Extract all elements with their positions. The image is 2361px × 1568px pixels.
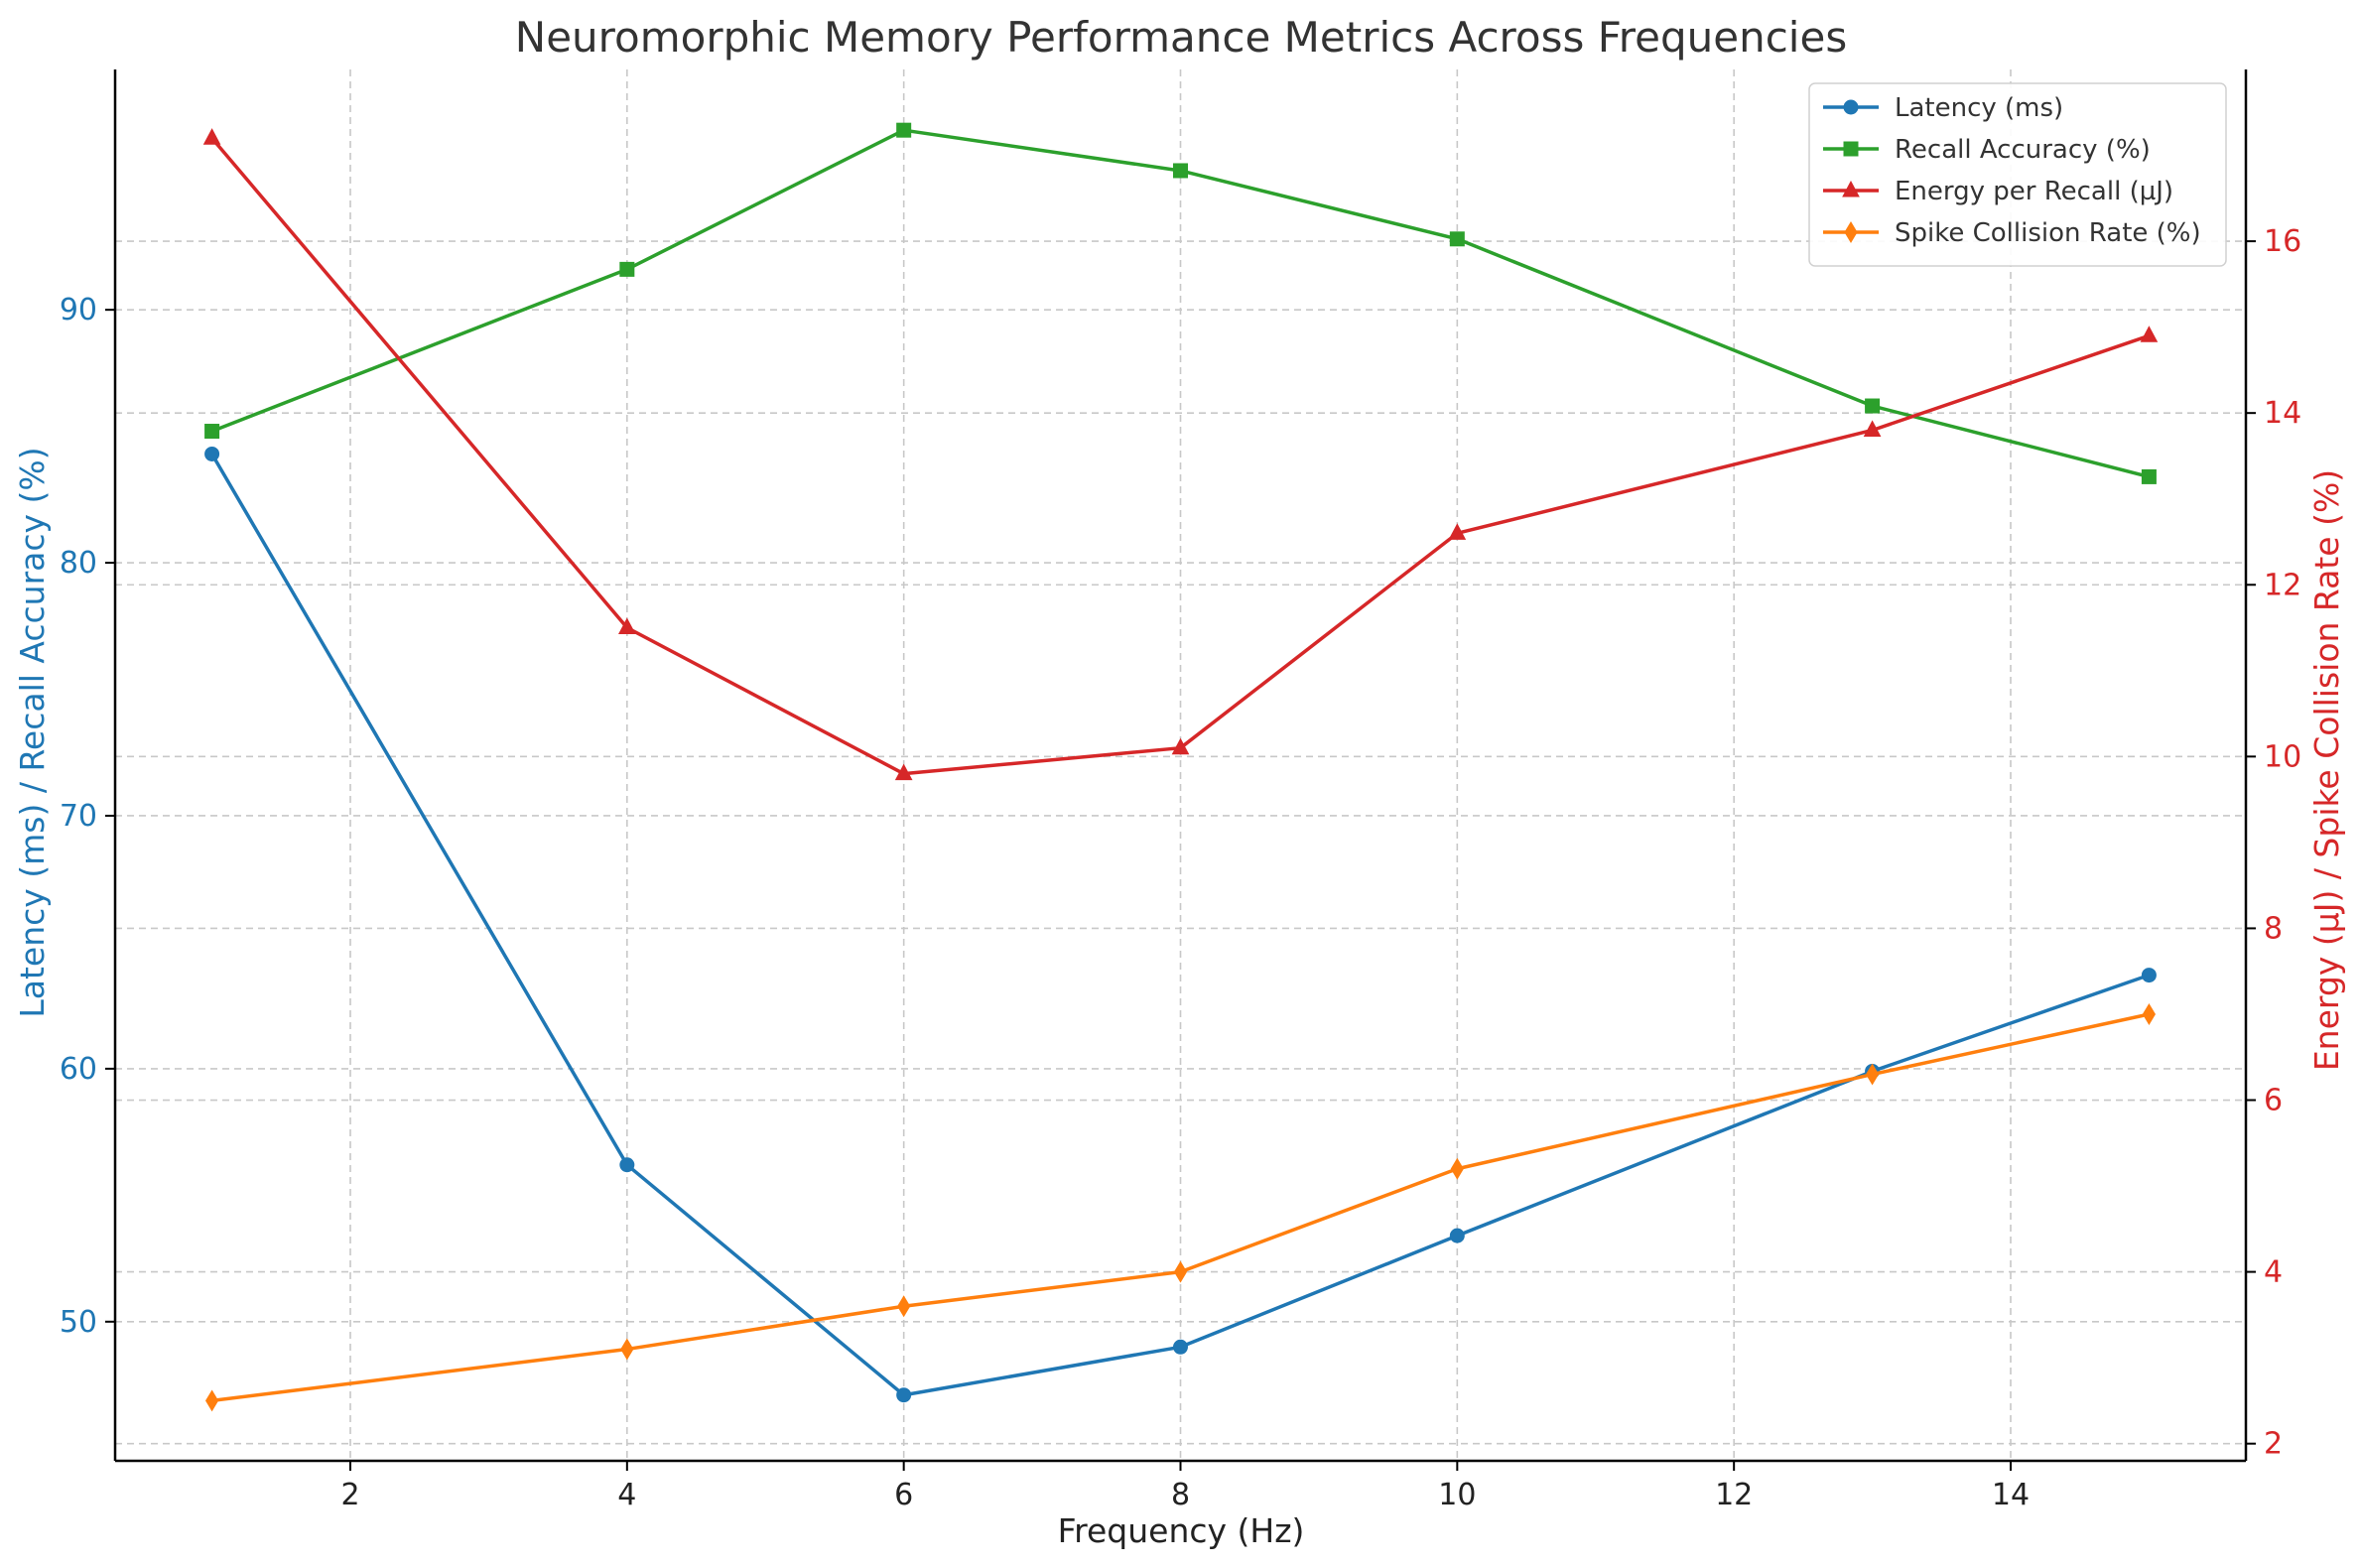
data-point bbox=[620, 1338, 634, 1361]
legend-label: Recall Accuracy (%) bbox=[1895, 135, 2151, 165]
y-tick-label-right: 2 bbox=[2264, 1427, 2283, 1462]
data-point bbox=[1449, 231, 1465, 247]
data-point bbox=[1863, 420, 1882, 437]
y-tick-label-right: 4 bbox=[2264, 1255, 2283, 1290]
data-point bbox=[1449, 1228, 1465, 1243]
y-tick-label-left: 90 bbox=[60, 293, 97, 327]
data-point bbox=[205, 1389, 219, 1412]
legend-box bbox=[1808, 82, 2227, 267]
data-point bbox=[2142, 1003, 2156, 1025]
data-point bbox=[204, 424, 220, 440]
x-tick-label: 8 bbox=[1171, 1478, 1190, 1512]
legend-label: Spike Collision Rate (%) bbox=[1895, 218, 2201, 248]
x-tick-label: 6 bbox=[894, 1478, 913, 1512]
x-tick-label: 12 bbox=[1715, 1478, 1753, 1512]
data-point bbox=[204, 446, 220, 461]
y-tick-label-right: 12 bbox=[2264, 568, 2301, 602]
series-3 bbox=[205, 1003, 2156, 1412]
data-point bbox=[618, 617, 636, 635]
x-tick-label: 14 bbox=[1992, 1478, 2030, 1512]
y-tick-label-left: 70 bbox=[60, 799, 97, 834]
data-point bbox=[1865, 398, 1881, 414]
y-tick-label-right: 10 bbox=[2264, 739, 2301, 774]
chart-title: Neuromorphic Memory Performance Metrics … bbox=[515, 13, 1847, 62]
legend-entry: Recall Accuracy (%) bbox=[1823, 135, 2151, 165]
legend-entry: Spike Collision Rate (%) bbox=[1823, 218, 2201, 248]
data-point bbox=[1448, 523, 1467, 540]
x-tick-label: 10 bbox=[1438, 1478, 1476, 1512]
data-point bbox=[1173, 163, 1188, 179]
data-point bbox=[2140, 326, 2159, 342]
series-layer bbox=[202, 122, 2159, 1412]
data-point bbox=[619, 261, 635, 277]
legend-label: Energy per Recall (µJ) bbox=[1895, 177, 2173, 206]
legend-marker bbox=[1844, 221, 1858, 243]
y-tick-label-right: 16 bbox=[2264, 224, 2301, 259]
x-axis-label: Frequency (Hz) bbox=[1058, 1511, 1305, 1550]
legend-entry: Latency (ms) bbox=[1823, 93, 2063, 123]
data-point bbox=[896, 1387, 912, 1403]
y-tick-label-left: 50 bbox=[60, 1305, 97, 1340]
grid bbox=[115, 69, 2246, 1461]
data-point bbox=[1865, 1063, 1880, 1086]
legend-marker bbox=[1843, 99, 1859, 115]
data-point bbox=[2141, 468, 2157, 484]
data-point bbox=[1173, 1339, 1188, 1355]
legend-entry: Energy per Recall (µJ) bbox=[1823, 177, 2173, 206]
data-point bbox=[896, 122, 912, 138]
data-point bbox=[619, 1157, 635, 1173]
y-tick-label-right: 8 bbox=[2264, 911, 2283, 946]
y-tick-label-left: 60 bbox=[60, 1052, 97, 1087]
legend-marker bbox=[1842, 180, 1860, 197]
y-tick-label-left: 80 bbox=[60, 546, 97, 581]
data-point bbox=[2141, 968, 2157, 983]
x-tick-label: 2 bbox=[340, 1478, 359, 1512]
data-point bbox=[202, 128, 221, 145]
data-point bbox=[1450, 1157, 1464, 1180]
series-1 bbox=[204, 122, 2157, 484]
data-point bbox=[1171, 737, 1190, 755]
series-0 bbox=[204, 446, 2157, 1403]
tick-labels: 2 4 6 8 10 12 14 50 60 70 80 90 2 4 6 8 10 12 14 16 bbox=[60, 224, 2301, 1512]
legend: Latency (ms) Recall Accuracy (%) Energy pe… bbox=[1808, 82, 2227, 267]
y-tick-label-right: 6 bbox=[2264, 1084, 2283, 1118]
data-point bbox=[1173, 1260, 1188, 1283]
y-axis-label-left: Latency (ms) / Recall Accuracy (%) bbox=[13, 447, 52, 1017]
data-point bbox=[897, 1295, 911, 1318]
series-2 bbox=[202, 128, 2159, 781]
y-tick-label-right: 14 bbox=[2264, 396, 2301, 431]
x-tick-label: 4 bbox=[617, 1478, 636, 1512]
y-axis-label-right: Energy (µJ) / Spike Collision Rate (%) bbox=[2307, 469, 2346, 1071]
data-point bbox=[894, 763, 913, 781]
legend-label: Latency (ms) bbox=[1895, 93, 2063, 123]
legend-marker bbox=[1843, 141, 1859, 157]
